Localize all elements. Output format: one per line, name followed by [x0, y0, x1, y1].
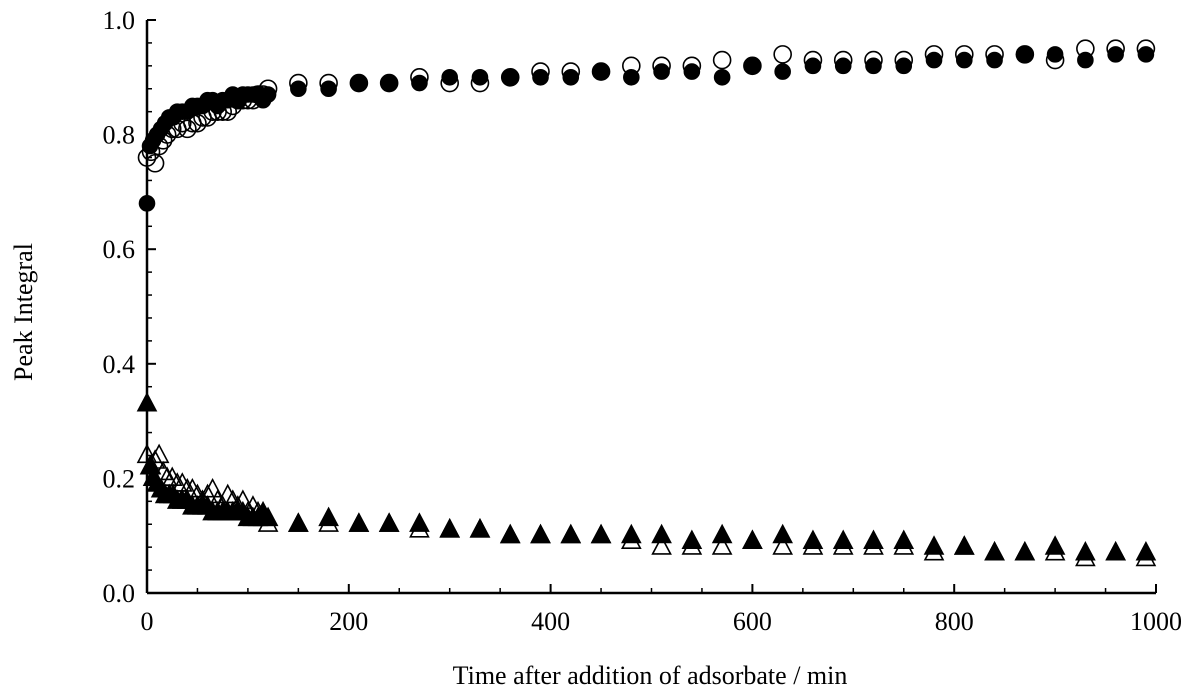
x-axis-title: Time after addition of adsorbate / min — [453, 661, 848, 690]
filled-circle-point — [1046, 46, 1064, 63]
filled-triangle-point — [318, 506, 339, 527]
y-tick-label: 0.8 — [103, 121, 136, 150]
filled-circle-point — [532, 69, 549, 86]
filled-triangle-point — [136, 392, 158, 412]
filled-circle-point — [653, 63, 670, 80]
y-tick-label: 0.6 — [103, 235, 136, 264]
filled-circle-point — [290, 80, 307, 98]
x-tick-label: 800 — [935, 607, 974, 636]
chart-ticks — [146, 19, 1157, 594]
filled-triangle-point — [923, 535, 945, 555]
filled-triangle-point — [288, 512, 309, 532]
filled-triangle-point — [953, 535, 975, 555]
filled-circle-point — [411, 74, 428, 92]
filled-triangle-point — [802, 529, 824, 550]
filled-circle-point — [1077, 51, 1094, 69]
filled-circle-point — [865, 57, 882, 75]
filled-circle-point — [1137, 46, 1155, 63]
open-triangle-point — [202, 477, 223, 498]
filled-triangle-point — [742, 529, 763, 550]
filled-triangle-point — [984, 540, 1005, 561]
filled-triangle-point — [257, 506, 279, 527]
filled-triangle-point — [530, 523, 551, 544]
filled-circle-point — [955, 51, 973, 69]
open-circle-point — [591, 62, 611, 81]
filled-circle-point — [895, 57, 913, 75]
chart-axes — [145, 20, 1156, 595]
filled-triangle-point — [1075, 540, 1096, 561]
filled-circle-point — [744, 57, 761, 75]
y-tick-label: 0.4 — [103, 350, 136, 379]
open-circle-point — [188, 113, 207, 133]
filled-circle-point — [138, 195, 156, 212]
filled-triangle-point — [1014, 540, 1036, 561]
filled-triangle-point — [863, 529, 884, 550]
filled-triangle-point — [590, 523, 612, 544]
filled-triangle-point — [1135, 540, 1157, 561]
open-circle-point — [712, 50, 732, 70]
chart-tick-labels: 0.0 0.2 0.4 0.6 0.8 1.0 0 200 400 600 800 1000 — [103, 6, 1183, 636]
x-tick-label: 0 — [141, 607, 154, 636]
open-triangle-point — [651, 535, 672, 555]
filled-circle-point — [562, 69, 580, 86]
filled-circle-point — [834, 57, 852, 75]
y-tick-label: 1.0 — [103, 6, 136, 35]
open-triangle-point — [148, 443, 170, 464]
filled-triangle-point — [560, 523, 582, 544]
open-circle-point — [1015, 45, 1035, 64]
filled-triangle-point — [499, 523, 521, 544]
filled-circle-point — [774, 63, 791, 80]
filled-triangle-point — [378, 512, 400, 532]
chart-data-marks — [136, 39, 1157, 567]
filled-triangle-point — [348, 512, 370, 532]
filled-circle-point — [925, 51, 943, 69]
filled-triangle-point — [439, 518, 461, 538]
filled-circle-point — [713, 69, 731, 86]
open-circle-point — [379, 73, 399, 93]
filled-triangle-point — [893, 529, 915, 550]
y-tick-label: 0.0 — [103, 579, 136, 608]
filled-circle-point — [804, 57, 822, 75]
filled-circle-point — [320, 80, 337, 98]
filled-circle-point — [1107, 46, 1124, 63]
filled-triangle-point — [651, 523, 672, 544]
filled-triangle-point — [1105, 540, 1126, 561]
open-triangle-point — [161, 466, 183, 487]
open-circle-point — [500, 68, 520, 87]
filled-triangle-point — [681, 529, 703, 550]
open-circle-point — [743, 56, 762, 76]
filled-circle-point — [986, 51, 1003, 69]
filled-triangle-point — [711, 523, 733, 544]
filled-triangle-point — [1044, 535, 1066, 555]
filled-circle-point — [623, 69, 640, 86]
open-triangle-point — [772, 535, 793, 555]
open-triangle-point — [711, 535, 733, 555]
x-tick-label: 1000 — [1130, 607, 1182, 636]
filled-circle-point — [259, 86, 277, 103]
filled-circle-point — [441, 69, 459, 86]
y-axis-title: Peak Integral — [9, 243, 38, 381]
y-tick-label: 0.2 — [103, 464, 136, 493]
open-circle-point — [145, 153, 165, 173]
open-circle-point — [773, 45, 792, 64]
filled-circle-point — [683, 63, 701, 80]
open-circle-point — [178, 119, 197, 139]
filled-circle-point — [380, 74, 398, 92]
filled-circle-point — [1016, 46, 1034, 63]
filled-triangle-point — [469, 518, 491, 538]
filled-circle-point — [350, 74, 368, 92]
filled-triangle-point — [620, 523, 642, 544]
filled-triangle-point — [832, 529, 854, 550]
x-tick-label: 600 — [733, 607, 772, 636]
filled-triangle-point — [409, 512, 430, 532]
x-tick-label: 200 — [329, 607, 368, 636]
filled-circle-point — [471, 69, 489, 86]
open-triangle-point — [152, 460, 174, 481]
filled-circle-point — [592, 63, 610, 80]
x-tick-label: 400 — [531, 607, 570, 636]
filled-circle-point — [501, 69, 519, 86]
filled-triangle-point — [772, 523, 793, 544]
open-circle-point — [349, 73, 369, 93]
